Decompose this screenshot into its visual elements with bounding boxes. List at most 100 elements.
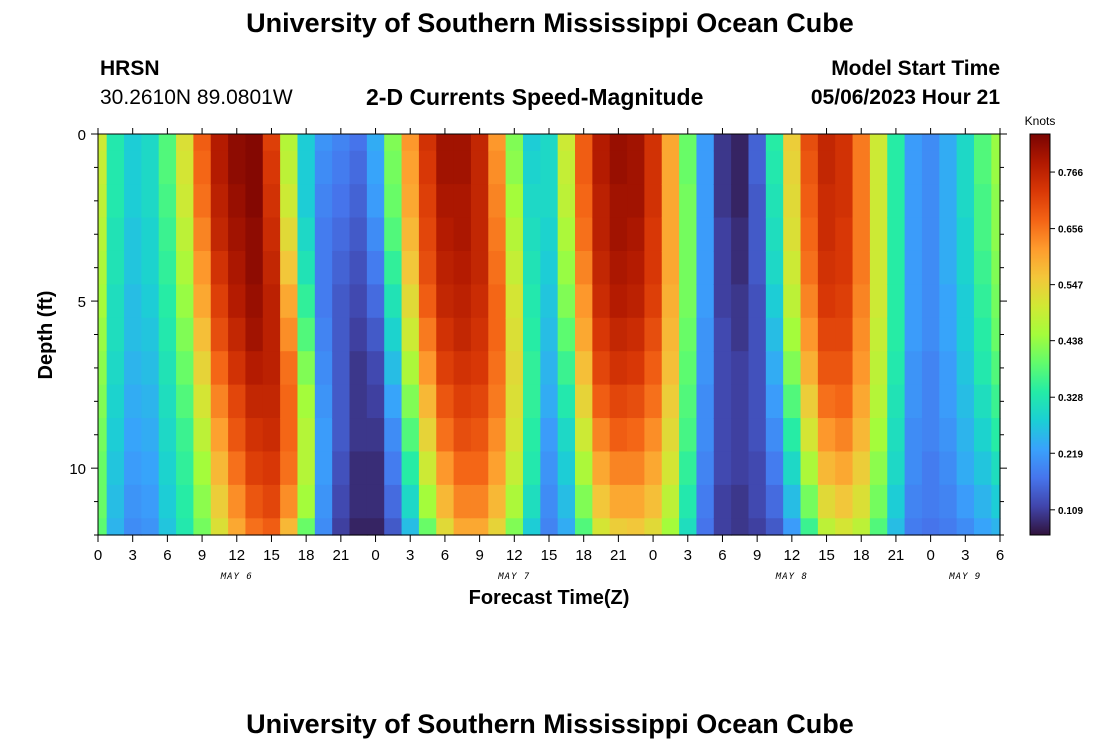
heatmap-cell xyxy=(973,518,992,536)
heatmap-cell xyxy=(887,484,906,519)
heatmap-cell xyxy=(384,217,403,252)
heatmap-cell xyxy=(124,134,142,152)
heatmap-cell xyxy=(609,217,628,252)
heatmap-cell xyxy=(158,250,177,285)
heatmap-cell xyxy=(384,518,403,536)
heatmap-cell xyxy=(817,217,836,252)
heatmap-cell xyxy=(176,150,195,185)
heatmap-cell xyxy=(956,150,975,185)
heatmap-cell xyxy=(627,134,646,152)
heatmap-cell xyxy=(748,451,767,486)
heatmap-cell xyxy=(98,134,108,152)
date-label: MAY 7 xyxy=(497,572,530,582)
heatmap-cell xyxy=(384,351,403,386)
heatmap-cell xyxy=(332,134,351,152)
heatmap-cell xyxy=(765,217,784,252)
heatmap-cell xyxy=(748,250,767,285)
heatmap-cell xyxy=(453,134,472,152)
date-label: MAY 8 xyxy=(775,572,808,582)
heatmap-cell xyxy=(817,484,836,519)
heatmap-cell xyxy=(887,250,906,285)
heatmap-cell xyxy=(783,518,802,536)
heatmap-cell xyxy=(609,351,628,386)
heatmap-cell xyxy=(765,384,784,419)
heatmap-cell xyxy=(228,217,247,252)
heatmap-cell xyxy=(401,134,420,152)
heatmap-cell xyxy=(835,134,854,152)
heatmap-cell xyxy=(314,451,333,486)
heatmap-cell xyxy=(98,250,108,285)
heatmap-cell xyxy=(488,384,507,419)
heatmap-cell xyxy=(158,351,177,386)
heatmap-cell xyxy=(904,351,923,386)
heatmap-cell xyxy=(800,418,819,453)
heatmap-cell xyxy=(644,250,663,285)
heatmap-cell xyxy=(488,451,507,486)
heatmap-cell xyxy=(557,217,576,252)
heatmap-cell xyxy=(679,184,698,219)
heatmap-cell xyxy=(540,184,559,219)
heatmap-cell xyxy=(349,217,368,252)
colorbar-tick-label: 0.109 xyxy=(1058,506,1083,517)
heatmap-cell xyxy=(141,134,160,152)
x-tick-label: 18 xyxy=(575,547,592,564)
heatmap-cell xyxy=(661,150,680,185)
heatmap-cell xyxy=(869,284,888,319)
heatmap-cell xyxy=(575,451,593,486)
heatmap-cell xyxy=(210,317,229,352)
heatmap-cell xyxy=(973,150,992,185)
heatmap-cell xyxy=(436,150,455,185)
heatmap-cell xyxy=(557,134,576,152)
heatmap-cell xyxy=(176,484,195,519)
heatmap-cell xyxy=(522,217,541,252)
heatmap-cell xyxy=(210,518,229,536)
heatmap-cell xyxy=(956,451,975,486)
heatmap-cell xyxy=(592,184,611,219)
heatmap-cell xyxy=(262,384,281,419)
heatmap-cell xyxy=(557,351,576,386)
heatmap-cell xyxy=(297,184,316,219)
heatmap-cell xyxy=(505,150,524,185)
heatmap-cell xyxy=(314,484,333,519)
heatmap-cell xyxy=(176,418,195,453)
station-name: HRSN xyxy=(100,57,160,80)
heatmap-cell xyxy=(852,317,871,352)
heatmap-cell xyxy=(557,284,576,319)
heatmap-cell xyxy=(366,134,385,152)
heatmap-cell xyxy=(817,284,836,319)
heatmap-cell xyxy=(661,184,680,219)
heatmap-cell xyxy=(418,418,437,453)
heatmap-cell xyxy=(401,284,420,319)
heatmap-cell xyxy=(106,484,125,519)
heatmap-cell xyxy=(644,484,663,519)
colorbar-tick-label: 0.656 xyxy=(1058,225,1083,236)
heatmap-cell xyxy=(679,351,698,386)
heatmap-cell xyxy=(696,217,715,252)
heatmap-cell xyxy=(245,484,264,519)
heatmap-cell xyxy=(696,451,715,486)
heatmap-cell xyxy=(748,317,767,352)
heatmap-cell xyxy=(314,250,333,285)
heatmap-cell xyxy=(124,284,142,319)
heatmap-cell xyxy=(522,484,541,519)
heatmap-cell xyxy=(575,134,593,152)
heatmap-cell xyxy=(522,284,541,319)
heatmap-cell xyxy=(193,418,212,453)
heatmap-cell xyxy=(921,451,940,486)
heatmap-cell xyxy=(418,134,437,152)
heatmap-cell xyxy=(575,351,593,386)
heatmap-cell xyxy=(627,451,646,486)
heatmap-cell xyxy=(228,284,247,319)
heatmap-cell xyxy=(141,150,160,185)
heatmap-cell xyxy=(106,134,125,152)
page-title: University of Southern Mississippi Ocean… xyxy=(246,8,854,38)
heatmap-cell xyxy=(575,518,593,536)
heatmap-cell xyxy=(176,384,195,419)
heatmap-cell xyxy=(262,250,281,285)
heatmap-cell xyxy=(436,518,455,536)
heatmap-cell xyxy=(991,184,1001,219)
heatmap-cell xyxy=(332,451,351,486)
x-tick-label: 3 xyxy=(961,547,969,564)
heatmap-cell xyxy=(991,518,1001,536)
heatmap-cell xyxy=(869,217,888,252)
